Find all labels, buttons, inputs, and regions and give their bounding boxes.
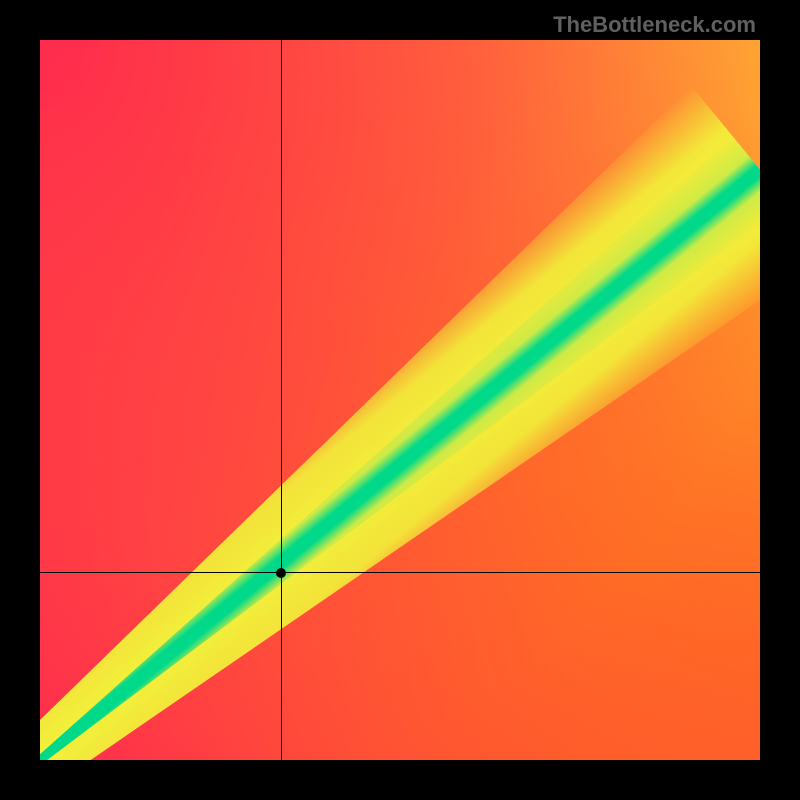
- watermark-text: TheBottleneck.com: [553, 12, 756, 38]
- crosshair-horizontal: [40, 572, 760, 573]
- crosshair-marker: [276, 568, 286, 578]
- heatmap-svg: [40, 40, 760, 760]
- plot-area: [40, 40, 760, 760]
- crosshair-vertical: [281, 40, 282, 760]
